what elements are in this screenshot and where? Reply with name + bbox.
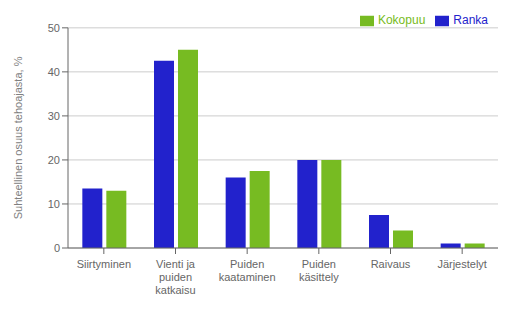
svg-text:Vienti japuidenkatkaisu: Vienti japuidenkatkaisu [155,258,196,296]
svg-text:40: 40 [48,66,60,78]
svg-text:Raivaus: Raivaus [371,258,411,270]
html-text:Kokopuu: Kokopuu [377,13,426,27]
html-text:Ranka: Ranka [453,13,488,27]
svg-text:10: 10 [48,198,60,210]
svg-text:50: 50 [48,22,60,34]
svg-text:Puidenkaataminen: Puidenkaataminen [219,258,276,283]
svg-text:20: 20 [48,154,60,166]
svg-text:30: 30 [48,110,60,122]
svg-text:Puidenkäsittely: Puidenkäsittely [299,258,339,283]
svg-text:Suhteellinen osuus tehoajasta,: Suhteellinen osuus tehoajasta, % [12,56,24,219]
svg-text:Siirtyminen: Siirtyminen [77,258,131,270]
svg-text:Järjestelyt: Järjestelyt [437,258,487,270]
svg-text:0: 0 [54,242,60,254]
